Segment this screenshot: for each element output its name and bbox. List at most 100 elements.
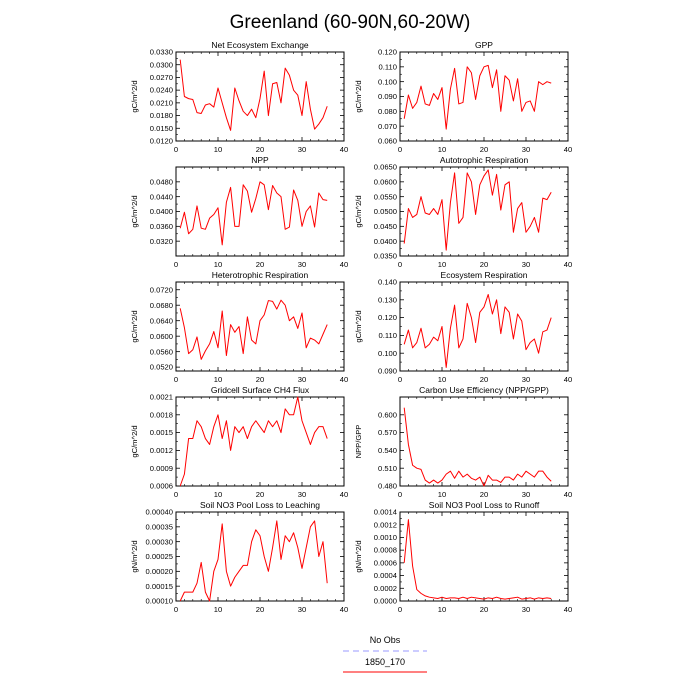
y-tick-label: 0.0002 bbox=[374, 584, 397, 593]
x-tick-label: 20 bbox=[256, 260, 264, 269]
y-tick-label: 0.0120 bbox=[150, 137, 173, 146]
y-tick-label: 0.0010 bbox=[374, 533, 397, 542]
y-tick-label: 0.120 bbox=[378, 48, 397, 57]
y-tick-label: 0.070 bbox=[378, 122, 397, 131]
y-tick-label: 0.0350 bbox=[374, 252, 397, 261]
x-tick-label: 40 bbox=[340, 490, 348, 499]
panel-title: Gridcell Surface CH4 Flux bbox=[211, 385, 310, 395]
panel-0: Net Ecosystem Exchange 0 10 20 30 40 0.0120 0.0… bbox=[130, 40, 348, 154]
y-tick-label: 0.0520 bbox=[150, 363, 173, 372]
y-tick-label: 0.110 bbox=[379, 331, 397, 340]
series-line-0 bbox=[403, 169, 552, 251]
y-tick-label: 0.570 bbox=[378, 428, 397, 437]
series-line-0 bbox=[403, 293, 552, 368]
y-axis-label: gC/m^2/d bbox=[354, 310, 363, 342]
x-tick-label: 0 bbox=[174, 605, 178, 614]
x-tick-label: 20 bbox=[480, 375, 488, 384]
x-tick-label: 20 bbox=[256, 375, 264, 384]
panel-title: Ecosystem Respiration bbox=[441, 270, 528, 280]
y-axis-label: gN/m^2/d bbox=[354, 540, 363, 572]
x-tick-label: 20 bbox=[256, 490, 264, 499]
x-tick-label: 30 bbox=[522, 145, 530, 154]
x-tick-label: 40 bbox=[340, 375, 348, 384]
y-tick-label: 0.0270 bbox=[150, 73, 173, 82]
y-tick-label: 0.110 bbox=[379, 62, 397, 71]
x-tick-label: 30 bbox=[298, 605, 306, 614]
series-line-0 bbox=[179, 520, 328, 602]
y-tick-label: 0.0150 bbox=[150, 124, 173, 133]
legend-label-1850-170: 1850_170 bbox=[365, 657, 405, 667]
panel-title: NPP bbox=[251, 155, 269, 165]
y-tick-label: 0.0600 bbox=[150, 332, 173, 341]
panel-title: GPP bbox=[475, 40, 493, 50]
y-tick-label: 0.0450 bbox=[374, 222, 397, 231]
y-tick-label: 0.540 bbox=[378, 446, 397, 455]
x-tick-label: 40 bbox=[564, 490, 572, 499]
panel-title: Soil NO3 Pool Loss to Leaching bbox=[200, 500, 320, 510]
x-tick-label: 10 bbox=[214, 490, 222, 499]
x-tick-label: 20 bbox=[480, 145, 488, 154]
y-tick-label: 0.0600 bbox=[374, 177, 397, 186]
x-tick-label: 40 bbox=[340, 605, 348, 614]
series-line-0 bbox=[179, 396, 328, 487]
x-tick-label: 30 bbox=[522, 490, 530, 499]
y-tick-label: 0.100 bbox=[378, 77, 397, 86]
y-tick-label: 0.0000 bbox=[374, 597, 397, 606]
y-tick-label: 0.00025 bbox=[146, 552, 173, 561]
x-tick-label: 0 bbox=[398, 145, 402, 154]
y-tick-label: 0.0018 bbox=[150, 410, 173, 419]
y-tick-label: 0.0008 bbox=[374, 546, 397, 555]
x-tick-label: 10 bbox=[214, 605, 222, 614]
y-axis-label: gC/m^2/d bbox=[130, 195, 139, 227]
panel-title: Net Ecosystem Exchange bbox=[211, 40, 309, 50]
x-tick-label: 0 bbox=[174, 490, 178, 499]
y-axis-label: gC/m^2/d bbox=[354, 80, 363, 112]
x-tick-label: 0 bbox=[398, 260, 402, 269]
y-axis-label: gN/m^2/d bbox=[130, 540, 139, 572]
y-tick-label: 0.080 bbox=[378, 107, 397, 116]
y-tick-label: 0.060 bbox=[378, 137, 397, 146]
y-tick-label: 0.00020 bbox=[146, 567, 173, 576]
panel-8: Soil NO3 Pool Loss to Leaching 0 10 20 30 40 0… bbox=[130, 500, 348, 614]
y-tick-label: 0.0012 bbox=[374, 520, 397, 529]
series-line-0 bbox=[403, 64, 552, 130]
y-tick-label: 0.0500 bbox=[374, 207, 397, 216]
y-tick-label: 0.00040 bbox=[146, 508, 173, 517]
x-tick-label: 40 bbox=[564, 145, 572, 154]
x-tick-label: 20 bbox=[256, 145, 264, 154]
x-tick-label: 10 bbox=[214, 260, 222, 269]
y-tick-label: 0.00035 bbox=[146, 522, 173, 531]
x-tick-label: 10 bbox=[214, 145, 222, 154]
x-tick-label: 30 bbox=[522, 375, 530, 384]
y-tick-label: 0.0015 bbox=[150, 428, 173, 437]
x-tick-label: 10 bbox=[438, 145, 446, 154]
y-axis-label: gC/m^2/d bbox=[130, 425, 139, 457]
x-tick-label: 30 bbox=[298, 490, 306, 499]
x-tick-label: 10 bbox=[438, 260, 446, 269]
panel-9: Soil NO3 Pool Loss to Runoff 0 10 20 30 40 0.0… bbox=[354, 500, 572, 614]
y-tick-label: 0.0650 bbox=[374, 163, 397, 172]
x-tick-label: 0 bbox=[398, 490, 402, 499]
panel-3: Autotrophic Respiration 0 10 20 30 40 0.0350 0.… bbox=[354, 155, 572, 269]
panel-4: Heterotrophic Respiration 0 10 20 30 40 0.0520… bbox=[130, 270, 348, 384]
x-tick-label: 40 bbox=[340, 145, 348, 154]
x-tick-label: 20 bbox=[480, 260, 488, 269]
series-line-0 bbox=[403, 519, 552, 600]
legend: No Obs 1850_170 bbox=[343, 635, 427, 673]
x-tick-label: 0 bbox=[174, 260, 178, 269]
panel-1: GPP 0 10 20 30 40 0.060 0.070 0.080 0.090 0.100 0.1… bbox=[354, 40, 572, 154]
y-tick-label: 0.0012 bbox=[150, 446, 173, 455]
x-tick-label: 40 bbox=[564, 605, 572, 614]
y-tick-label: 0.0009 bbox=[150, 464, 173, 473]
y-tick-label: 0.0006 bbox=[150, 482, 173, 491]
y-tick-label: 0.480 bbox=[378, 482, 397, 491]
panels: Net Ecosystem Exchange 0 10 20 30 40 0.0120 0.0… bbox=[130, 40, 572, 614]
y-tick-label: 0.090 bbox=[378, 92, 397, 101]
y-axis-label: gC/m^2/d bbox=[354, 195, 363, 227]
y-tick-label: 0.0360 bbox=[150, 222, 173, 231]
x-tick-label: 10 bbox=[214, 375, 222, 384]
y-tick-label: 0.00010 bbox=[146, 597, 173, 606]
y-axis-label: NPP/GPP bbox=[354, 425, 363, 459]
y-tick-label: 0.100 bbox=[378, 349, 397, 358]
y-tick-label: 0.510 bbox=[378, 464, 397, 473]
